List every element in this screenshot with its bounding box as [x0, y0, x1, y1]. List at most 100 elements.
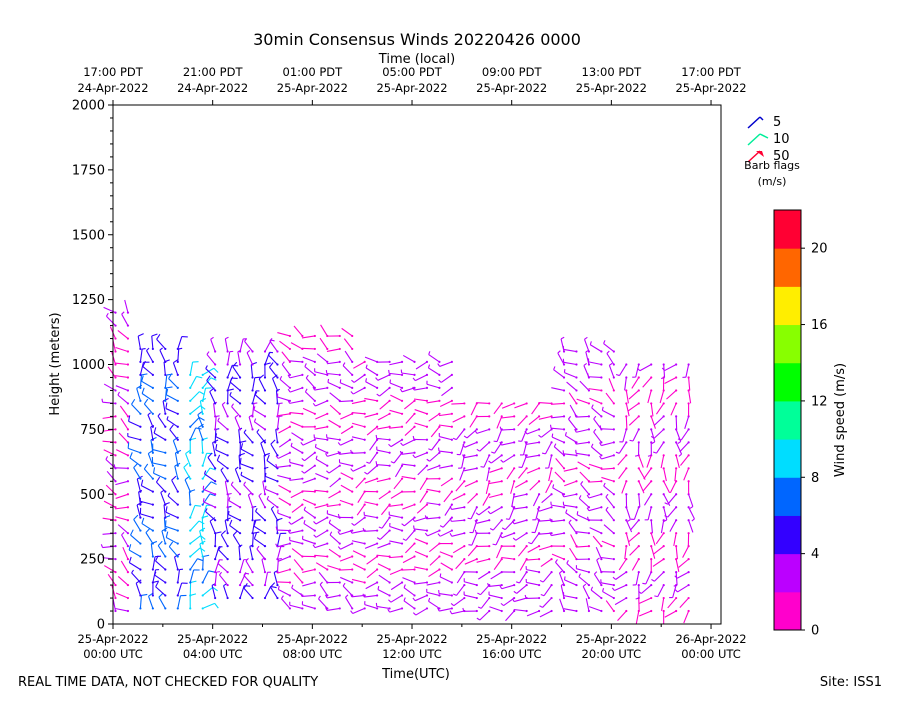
wind-barb-tick — [630, 440, 633, 441]
wind-barb — [340, 463, 353, 466]
wind-barb-base — [388, 529, 390, 531]
wind-barb — [441, 563, 452, 570]
wind-barb-tick — [218, 560, 220, 563]
wind-barb — [104, 384, 115, 390]
y-tick-label: 1250 — [72, 293, 105, 308]
wind-barb-tick — [328, 379, 329, 382]
wind-barb — [228, 352, 230, 365]
wind-barb — [666, 390, 676, 399]
wind-barb — [489, 468, 501, 472]
wind-barb-tick — [301, 442, 303, 445]
wind-barb-base — [276, 428, 278, 430]
wind-barb-base — [164, 465, 166, 467]
wind-barb — [402, 388, 414, 392]
wind-barb — [221, 535, 227, 546]
wind-barb-base — [127, 389, 129, 391]
wind-barb — [169, 547, 177, 557]
wind-barb-base — [326, 452, 328, 454]
wind-barb — [420, 479, 427, 490]
wind-barb — [656, 442, 663, 453]
wind-barb — [116, 348, 128, 352]
wind-barb — [304, 510, 315, 517]
wind-barb-base — [650, 519, 652, 521]
wind-barb-base — [625, 467, 627, 469]
wind-barb-tick — [216, 532, 222, 533]
wind-barb-base — [451, 594, 453, 596]
wind-barb — [405, 544, 414, 553]
colorbar-tick-label: 8 — [811, 471, 819, 486]
wind-barb — [406, 414, 415, 424]
wind-barb-base — [413, 491, 415, 493]
wind-barb — [588, 481, 601, 482]
wind-barb-tick — [351, 380, 354, 382]
wind-barb — [108, 367, 115, 378]
wind-barb-base — [276, 363, 278, 365]
wind-barb-base — [276, 389, 278, 391]
wind-barb-base — [227, 441, 229, 443]
wind-barb — [630, 546, 639, 555]
wind-barb — [277, 333, 290, 336]
wind-barb-base — [613, 376, 615, 378]
wind-barb — [215, 572, 216, 585]
wind-barb-base — [538, 467, 540, 469]
wind-barb-base — [177, 529, 179, 531]
wind-barb-base — [326, 491, 328, 493]
wind-barb — [496, 533, 502, 545]
wind-barb — [341, 485, 352, 491]
wind-barb — [571, 535, 577, 547]
wind-barb-base — [114, 571, 116, 573]
x-tick-label-time: 00:00 UTC — [681, 647, 741, 661]
wind-barb — [292, 549, 302, 557]
wind-barb — [660, 390, 664, 403]
wind-barb-tick — [102, 399, 103, 402]
wind-barb — [228, 365, 233, 377]
wind-barb-base — [376, 517, 378, 519]
wind-barb — [555, 472, 564, 481]
wind-barb — [426, 518, 439, 519]
wind-barb-base — [451, 387, 453, 389]
wind-barb-base — [688, 571, 690, 573]
wind-barb — [221, 470, 228, 481]
wind-barb — [106, 316, 115, 325]
wind-barb-base — [289, 581, 291, 583]
wind-barb-tick — [413, 613, 415, 615]
wind-barb-base — [650, 402, 652, 404]
colorbar-segment — [774, 325, 801, 364]
wind-barb-tick — [257, 429, 259, 432]
wind-barb-tick — [211, 337, 214, 339]
wind-barb-base — [588, 545, 590, 547]
wind-barb-tick — [475, 530, 476, 533]
wind-barb — [165, 375, 166, 388]
wind-barb — [327, 374, 340, 375]
wind-barb-base — [426, 581, 428, 583]
wind-barb-tick — [577, 511, 578, 514]
wind-barb-base — [438, 387, 440, 389]
wind-barb-tick — [477, 449, 480, 451]
wind-barb — [108, 574, 115, 585]
wind-barb — [353, 362, 364, 368]
wind-barb — [239, 455, 240, 468]
wind-barb-base — [638, 441, 640, 443]
wind-barb-base — [264, 454, 266, 456]
x-tick-label-time: 12:00 UTC — [382, 647, 442, 661]
wind-barb-base — [451, 529, 453, 531]
wind-barb — [590, 528, 602, 534]
wind-barb-tick — [281, 596, 283, 599]
wind-barb-base — [625, 610, 627, 612]
wind-barb-tick — [451, 603, 454, 605]
wind-barb-base — [625, 480, 627, 482]
wind-barb — [265, 489, 277, 494]
wind-barb-tick — [338, 451, 339, 454]
wind-barb — [303, 499, 315, 504]
wind-barb — [527, 468, 539, 473]
wind-barb-base — [326, 504, 328, 506]
wind-barb — [402, 505, 414, 510]
wind-barb-tick — [588, 373, 589, 376]
wind-barb — [539, 546, 551, 550]
wind-barb — [494, 559, 502, 570]
wind-barb — [414, 529, 427, 531]
wind-barb-base — [401, 504, 403, 506]
wind-barb — [253, 533, 254, 546]
wind-barb-tick — [267, 496, 268, 499]
